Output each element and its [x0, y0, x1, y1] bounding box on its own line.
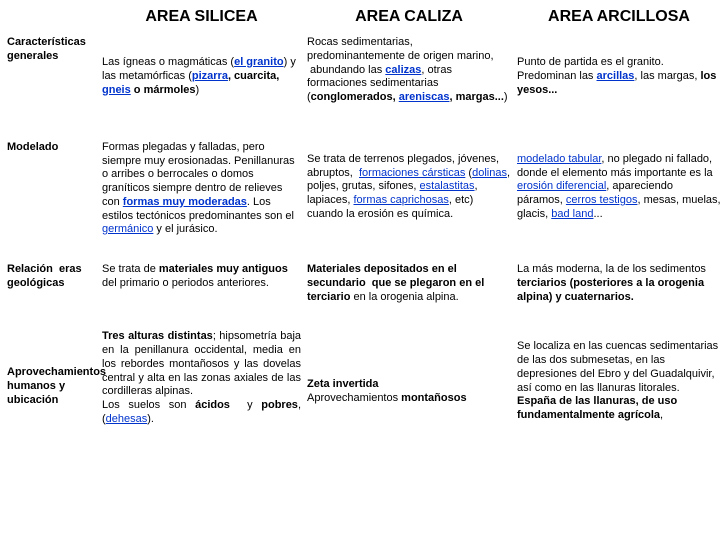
row-caracteristicas: Características generales Las ígneas o m… — [4, 34, 720, 107]
cell-relacion-silicea: Se trata de materiales muy antiguos del … — [99, 261, 304, 306]
rowlabel-modelado: Modelado — [4, 139, 99, 239]
header-blank — [4, 4, 99, 34]
row-modelado: Modelado Formas plegadas y falladas, per… — [4, 139, 720, 239]
comparison-table: AREA SILICEA AREA CALIZA AREA ARCILLOSA … — [4, 4, 720, 429]
cell-caracteristicas-silicea: Las ígneas o magmáticas (el granito) y l… — [99, 34, 304, 107]
cell-modelado-silicea: Formas plegadas y falladas, pero siempre… — [99, 139, 304, 239]
cell-caracteristicas-caliza: Rocas sedimentarias, predominantemente d… — [304, 34, 514, 107]
row-aprovechamiento: Aprovechamientos humanos y ubicación Tre… — [4, 328, 720, 428]
rowlabel-relacion: Relación eras geológicas — [4, 261, 99, 306]
cell-modelado-arcillosa: modelado tabular, no plegado ni fallado,… — [514, 139, 720, 239]
spacer — [4, 107, 720, 139]
header-caliza: AREA CALIZA — [304, 4, 514, 34]
rowlabel-aprovechamiento: Aprovechamientos humanos y ubicación — [4, 328, 99, 428]
header-arcillosa: AREA ARCILLOSA — [514, 4, 720, 34]
rowlabel-caracteristicas: Características generales — [4, 34, 99, 107]
cell-relacion-caliza: Materiales depositados en el secundario … — [304, 261, 514, 306]
header-silicea: AREA SILICEA — [99, 4, 304, 34]
cell-modelado-caliza: Se trata de terrenos plegados, jóvenes, … — [304, 139, 514, 239]
spacer — [4, 306, 720, 328]
cell-aprovechamiento-caliza: Zeta invertidaAprovechamientos montañoso… — [304, 328, 514, 428]
spacer — [4, 239, 720, 261]
cell-relacion-arcillosa: La más moderna, la de los sedimentos ter… — [514, 261, 720, 306]
cell-caracteristicas-arcillosa: Punto de partida es el granito.Predomina… — [514, 34, 720, 107]
cell-aprovechamiento-arcillosa: Se localiza en las cuencas sedimentarias… — [514, 328, 720, 428]
header-row: AREA SILICEA AREA CALIZA AREA ARCILLOSA — [4, 4, 720, 34]
row-relacion: Relación eras geológicas Se trata de mat… — [4, 261, 720, 306]
cell-aprovechamiento-silicea: Tres alturas distintas; hipsometría baja… — [99, 328, 304, 428]
